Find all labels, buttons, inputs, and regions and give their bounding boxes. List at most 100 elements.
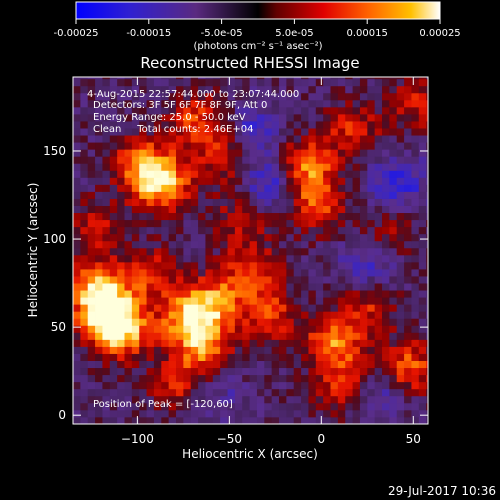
heatmap-cell (293, 77, 302, 80)
heatmap-cell (183, 318, 192, 326)
heatmap-cell (220, 254, 228, 263)
heatmap-cell (367, 170, 376, 178)
heatmap-cell (161, 226, 170, 235)
heatmap-cell (396, 92, 405, 101)
heatmap-cell (374, 290, 383, 298)
heatmap-cell (359, 198, 368, 206)
heatmap-cell (264, 367, 273, 376)
heatmap-cell (95, 149, 103, 157)
heatmap-cell (73, 177, 81, 185)
heatmap-cell (109, 304, 118, 312)
heatmap-cell (256, 402, 265, 411)
heatmap-cell (109, 311, 118, 319)
heatmap-cell (131, 85, 140, 94)
heatmap-cell (146, 247, 155, 256)
heatmap-cell (190, 283, 199, 291)
heatmap-cell (190, 290, 199, 298)
heatmap-cell (426, 283, 429, 291)
heatmap-cell (95, 416, 103, 425)
heatmap-cell (102, 395, 111, 404)
heatmap-cell (389, 367, 398, 376)
heatmap-cell (220, 205, 228, 214)
heatmap-cell (242, 113, 250, 122)
heatmap-cell (183, 254, 192, 263)
heatmap-cell (264, 268, 273, 277)
heatmap-cell (323, 283, 331, 291)
heatmap-cell (330, 128, 339, 136)
heatmap-cell (256, 177, 265, 185)
heatmap-cell (337, 205, 346, 214)
heatmap-cell (227, 360, 236, 369)
heatmap-cell (249, 121, 258, 129)
x-axis-label: Heliocentric X (arcsec) (182, 447, 318, 461)
heatmap-cell (234, 268, 243, 277)
heatmap-cell (146, 297, 155, 305)
heatmap-cell (102, 240, 111, 249)
heatmap-cell (227, 177, 236, 185)
heatmap-cell (359, 332, 368, 340)
heatmap-cell (87, 367, 96, 376)
heatmap-cell (73, 163, 81, 171)
heatmap-cell (382, 142, 390, 150)
heatmap-cell (404, 99, 412, 108)
heatmap-cell (139, 135, 147, 143)
heatmap-cell (220, 106, 228, 115)
heatmap-cell (396, 381, 405, 390)
heatmap-cell (176, 92, 184, 101)
heatmap-cell (205, 170, 214, 178)
heatmap-cell (212, 149, 221, 157)
heatmap-cell (95, 212, 103, 221)
heatmap-cell (212, 332, 221, 340)
heatmap-cell (117, 268, 125, 277)
heatmap-cell (301, 233, 309, 242)
colorbar-tick-label: -0.00015 (126, 28, 171, 39)
heatmap-cell (396, 78, 405, 87)
heatmap-cell (315, 106, 324, 115)
heatmap-cell (153, 261, 162, 270)
heatmap-cell (102, 367, 111, 376)
heatmap-cell (124, 268, 133, 277)
heatmap-cell (109, 283, 118, 291)
heatmap-cell (168, 240, 177, 249)
heatmap-cell (139, 184, 147, 192)
heatmap-cell (212, 92, 221, 101)
heatmap-cell (308, 381, 317, 390)
heatmap-cell (396, 233, 405, 242)
heatmap-cell (109, 402, 118, 411)
heatmap-cell (389, 106, 398, 115)
heatmap-cell (87, 77, 96, 80)
heatmap-cell (161, 276, 170, 284)
heatmap-cell (404, 135, 412, 143)
heatmap-cell (198, 381, 206, 390)
heatmap-cell (102, 77, 111, 80)
heatmap-cell (315, 142, 324, 150)
heatmap-cell (102, 283, 111, 291)
heatmap-cell (396, 247, 405, 256)
heatmap-cell (418, 205, 427, 214)
heatmap-cell (337, 135, 346, 143)
heatmap-cell (183, 332, 192, 340)
heatmap-cell (286, 212, 295, 221)
heatmap-cell (168, 304, 177, 312)
heatmap-cell (337, 170, 346, 178)
heatmap-cell (95, 142, 103, 150)
heatmap-cell (212, 121, 221, 129)
heatmap-cell (308, 233, 317, 242)
heatmap-cell (117, 283, 125, 291)
heatmap-cell (293, 128, 302, 136)
heatmap-cell (323, 121, 331, 129)
heatmap-cell (73, 226, 81, 235)
heatmap-cell (124, 170, 133, 178)
heatmap-cell (205, 374, 214, 383)
heatmap-cell (271, 353, 280, 361)
heatmap-cell (117, 409, 125, 418)
heatmap-cell (337, 78, 346, 87)
heatmap-cell (102, 402, 111, 411)
heatmap-cell (220, 297, 228, 305)
heatmap-cell (249, 283, 258, 291)
heatmap-cell (212, 311, 221, 319)
heatmap-cell (374, 360, 383, 369)
heatmap-cell (286, 367, 295, 376)
heatmap-cell (87, 402, 96, 411)
heatmap-cell (293, 99, 302, 108)
